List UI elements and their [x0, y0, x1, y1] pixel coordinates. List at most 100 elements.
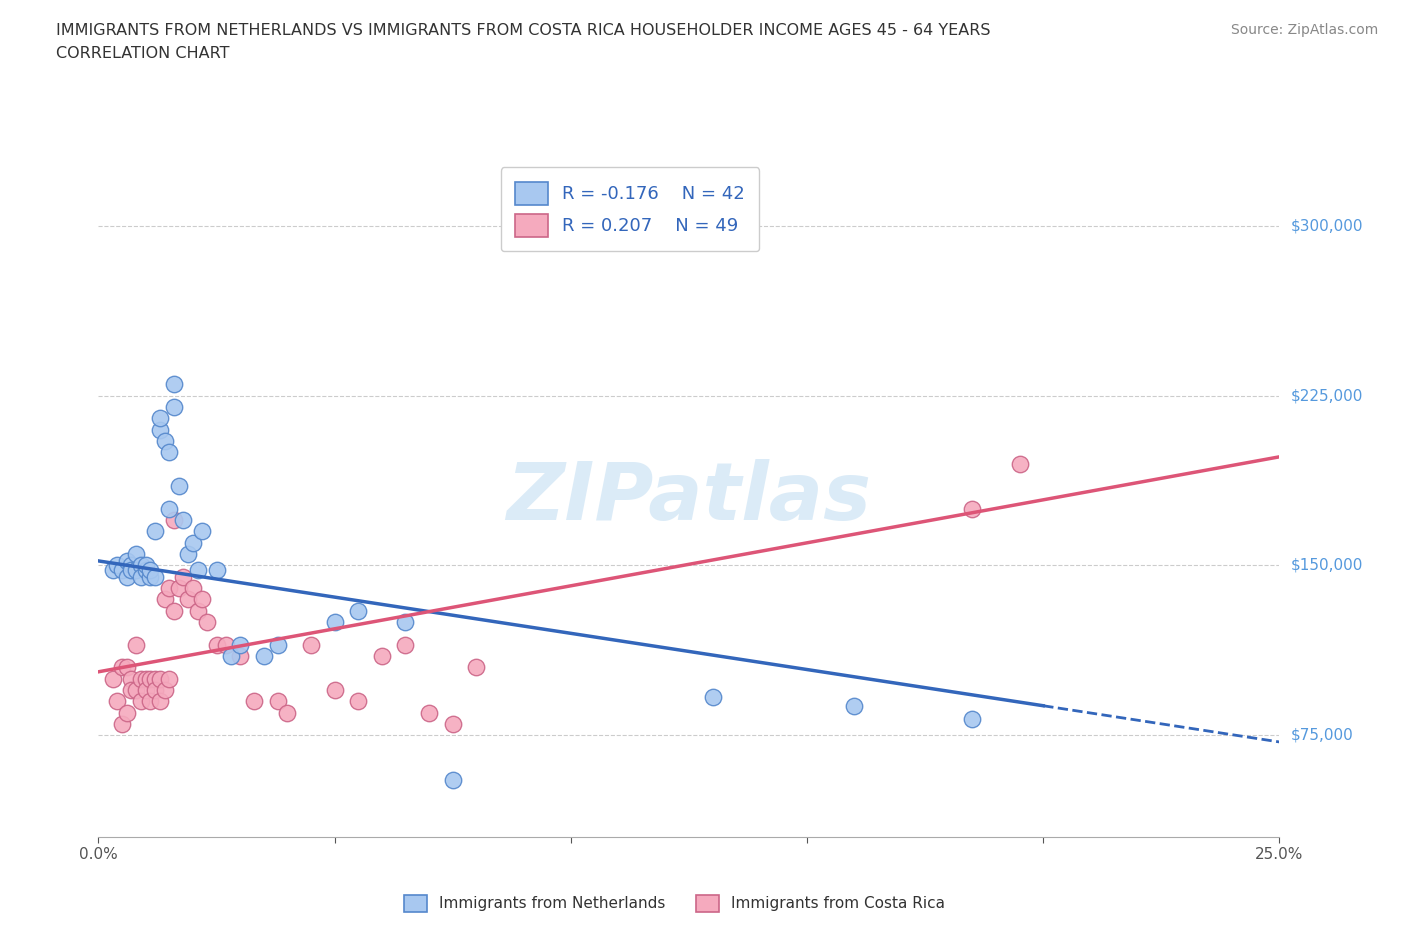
- Point: [191, 525, 214, 539]
- Point: [139, 671, 162, 686]
- Point: [129, 694, 152, 709]
- Point: [187, 604, 209, 618]
- Point: [276, 705, 298, 720]
- Point: [105, 694, 128, 709]
- Point: [121, 683, 143, 698]
- Point: [157, 501, 180, 516]
- Text: $225,000: $225,000: [1291, 388, 1362, 404]
- Point: [962, 501, 984, 516]
- Point: [229, 648, 252, 663]
- Point: [962, 711, 984, 726]
- Point: [139, 569, 162, 584]
- Point: [195, 615, 218, 630]
- Point: [167, 580, 190, 595]
- Point: [125, 683, 148, 698]
- Point: [135, 563, 157, 578]
- Point: [205, 563, 228, 578]
- Point: [394, 615, 416, 630]
- Point: [139, 563, 162, 578]
- Point: [139, 694, 162, 709]
- Point: [125, 637, 148, 652]
- Point: [143, 525, 166, 539]
- Point: [219, 648, 242, 663]
- Point: [347, 694, 370, 709]
- Point: [347, 604, 370, 618]
- Point: [215, 637, 238, 652]
- Point: [129, 569, 152, 584]
- Point: [111, 716, 134, 731]
- Point: [167, 479, 190, 494]
- Point: [163, 377, 186, 392]
- Text: $300,000: $300,000: [1291, 219, 1362, 233]
- Point: [111, 660, 134, 675]
- Text: $150,000: $150,000: [1291, 558, 1362, 573]
- Point: [465, 660, 488, 675]
- Point: [153, 592, 176, 607]
- Point: [172, 512, 194, 527]
- Point: [121, 563, 143, 578]
- Text: Source: ZipAtlas.com: Source: ZipAtlas.com: [1230, 23, 1378, 37]
- Point: [323, 683, 346, 698]
- Point: [172, 569, 194, 584]
- Point: [205, 637, 228, 652]
- Point: [441, 773, 464, 788]
- Point: [181, 536, 204, 551]
- Point: [153, 433, 176, 448]
- Point: [253, 648, 276, 663]
- Point: [163, 512, 186, 527]
- Point: [177, 592, 200, 607]
- Point: [229, 637, 252, 652]
- Point: [135, 683, 157, 698]
- Point: [157, 671, 180, 686]
- Point: [267, 694, 290, 709]
- Point: [153, 683, 176, 698]
- Legend: Immigrants from Netherlands, Immigrants from Costa Rica: Immigrants from Netherlands, Immigrants …: [398, 889, 952, 918]
- Point: [115, 705, 138, 720]
- Point: [143, 683, 166, 698]
- Point: [267, 637, 290, 652]
- Point: [143, 569, 166, 584]
- Point: [1008, 457, 1031, 472]
- Point: [163, 604, 186, 618]
- Point: [143, 671, 166, 686]
- Point: [115, 553, 138, 568]
- Point: [149, 694, 172, 709]
- Point: [105, 558, 128, 573]
- Point: [149, 422, 172, 437]
- Point: [125, 563, 148, 578]
- Point: [323, 615, 346, 630]
- Point: [121, 671, 143, 686]
- Point: [115, 569, 138, 584]
- Point: [702, 689, 724, 704]
- Point: [371, 648, 394, 663]
- Point: [844, 698, 866, 713]
- Point: [149, 671, 172, 686]
- Text: $75,000: $75,000: [1291, 727, 1354, 743]
- Point: [181, 580, 204, 595]
- Point: [149, 411, 172, 426]
- Point: [135, 558, 157, 573]
- Point: [115, 660, 138, 675]
- Point: [135, 671, 157, 686]
- Point: [157, 580, 180, 595]
- Text: IMMIGRANTS FROM NETHERLANDS VS IMMIGRANTS FROM COSTA RICA HOUSEHOLDER INCOME AGE: IMMIGRANTS FROM NETHERLANDS VS IMMIGRANT…: [56, 23, 991, 38]
- Point: [157, 445, 180, 459]
- Point: [129, 671, 152, 686]
- Legend: R = -0.176    N = 42, R = 0.207    N = 49: R = -0.176 N = 42, R = 0.207 N = 49: [501, 167, 759, 251]
- Point: [125, 547, 148, 562]
- Point: [299, 637, 322, 652]
- Point: [163, 400, 186, 415]
- Point: [191, 592, 214, 607]
- Text: CORRELATION CHART: CORRELATION CHART: [56, 46, 229, 61]
- Point: [177, 547, 200, 562]
- Point: [418, 705, 440, 720]
- Point: [441, 716, 464, 731]
- Point: [394, 637, 416, 652]
- Point: [111, 563, 134, 578]
- Point: [129, 558, 152, 573]
- Point: [187, 563, 209, 578]
- Point: [101, 671, 124, 686]
- Point: [121, 558, 143, 573]
- Point: [101, 563, 124, 578]
- Point: [243, 694, 266, 709]
